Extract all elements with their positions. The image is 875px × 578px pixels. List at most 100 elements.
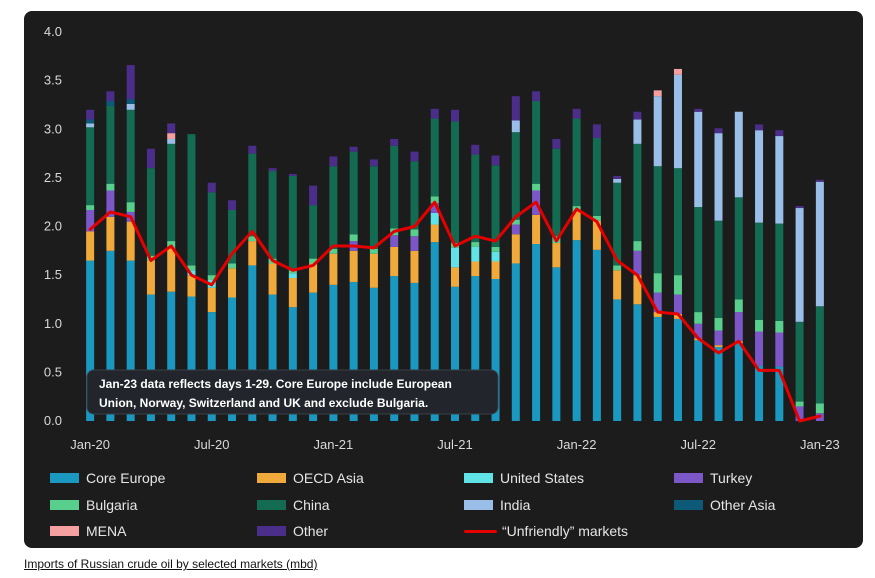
bar-segment <box>390 145 399 229</box>
bar-segment <box>451 247 459 268</box>
bar-segment <box>268 294 277 421</box>
bar-segment <box>755 365 764 421</box>
bar-segment <box>248 153 257 237</box>
legend-item[interactable]: Bulgaria <box>50 495 137 515</box>
bar-segment <box>572 118 581 207</box>
y-tick-label: 4.0 <box>44 24 62 39</box>
legend-label: Other <box>293 523 329 539</box>
bar-segment <box>471 242 480 247</box>
bar-segment <box>755 130 764 223</box>
bar-segment <box>207 287 216 313</box>
legend-item[interactable]: China <box>257 495 330 515</box>
legend-item[interactable]: Other <box>257 521 328 541</box>
y-tick-label: 3.0 <box>44 121 62 136</box>
bar-segment <box>471 144 480 155</box>
bar-segment <box>734 343 743 421</box>
bar-segment <box>592 124 601 139</box>
annotation-box: Jan-23 data reflects days 1-29. Core Eur… <box>86 369 499 415</box>
bar-segment <box>633 111 642 120</box>
y-tick-label: 2.5 <box>44 170 62 185</box>
bar-segment <box>491 261 500 280</box>
bar-segment <box>673 74 682 169</box>
bar-segment <box>694 207 703 313</box>
bar-segment <box>714 347 723 421</box>
bar-segment <box>167 133 176 139</box>
legend-item[interactable]: Core Europe <box>50 468 165 488</box>
bar-segment <box>673 294 682 315</box>
bar-segment <box>106 190 115 217</box>
bar-segment <box>167 291 176 421</box>
bar-segment <box>815 181 824 307</box>
bar-segment <box>775 223 784 321</box>
bar-segment <box>207 192 216 276</box>
legend-swatch <box>50 526 79 536</box>
bar-segment <box>430 203 439 213</box>
bar-segment <box>714 133 723 221</box>
chart-caption[interactable]: Imports of Russian crude oil by selected… <box>24 557 318 571</box>
bar-segment <box>167 123 176 134</box>
bar-segment <box>86 123 95 128</box>
bar-segment <box>288 273 297 279</box>
bar-segment <box>309 258 318 264</box>
bar-segment <box>228 297 237 421</box>
bar-segment <box>511 132 520 220</box>
bar-segment <box>86 231 95 261</box>
bar-segment <box>471 276 480 421</box>
bar-segment <box>572 240 581 421</box>
bar-segment <box>613 182 622 266</box>
bar-segment <box>633 119 642 144</box>
y-tick-label: 2.0 <box>44 219 62 234</box>
x-tick-label: Jan-20 <box>70 437 110 452</box>
bar-segment <box>694 340 703 421</box>
bar-segment <box>734 299 743 313</box>
bar-segment <box>653 166 662 274</box>
bar-segment <box>653 292 662 313</box>
bar-segment <box>714 128 723 134</box>
bar-segment <box>532 183 541 191</box>
bar-segment <box>714 317 723 331</box>
legend-item[interactable]: India <box>464 495 530 515</box>
legend-item[interactable]: MENA <box>50 521 126 541</box>
unfriendly-markets-line <box>88 200 822 423</box>
bar-segment <box>572 210 581 241</box>
bar-segment <box>329 248 338 254</box>
bar-segment <box>815 403 824 414</box>
bar-segment <box>228 200 237 210</box>
legend-label: Other Asia <box>710 497 776 513</box>
bar-segment <box>349 234 358 242</box>
bar-segment <box>390 246 399 277</box>
y-tick-label: 0.5 <box>44 364 62 379</box>
legend-item[interactable]: “Unfriendly” markets <box>464 521 628 541</box>
bar-segment <box>248 145 257 154</box>
bar-segment <box>694 111 703 208</box>
bar-segment <box>491 246 500 252</box>
bar-segment <box>592 249 601 421</box>
bar-segment <box>106 101 115 106</box>
bar-segment <box>369 166 378 249</box>
bar-segment <box>309 185 318 206</box>
legend-item[interactable]: Turkey <box>674 468 752 488</box>
bar-segment <box>511 120 520 133</box>
bar-segment <box>329 284 338 421</box>
legend-swatch <box>257 500 286 510</box>
bar-segment <box>268 263 277 295</box>
bar-segment <box>390 235 399 247</box>
bar-segment <box>673 318 682 421</box>
bar-segment <box>775 136 784 224</box>
bar-segment <box>734 111 743 198</box>
bar-segment <box>673 275 682 295</box>
bar-segment <box>694 323 703 339</box>
legend-item[interactable]: Other Asia <box>674 495 775 515</box>
bar-segment <box>309 205 318 259</box>
bar-segment <box>106 105 115 184</box>
bar-segment <box>613 175 622 179</box>
bar-segment <box>410 236 419 251</box>
bar-segment <box>673 168 682 276</box>
bar-segment <box>349 146 358 152</box>
bar-segment <box>694 312 703 324</box>
legend-item[interactable]: United States <box>464 468 584 488</box>
bar-segment <box>532 91 541 102</box>
bar-segment <box>86 127 95 206</box>
bar-segment <box>207 312 216 421</box>
legend-item[interactable]: OECD Asia <box>257 468 364 488</box>
